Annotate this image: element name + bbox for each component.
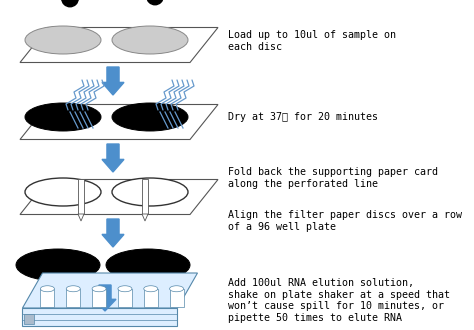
Polygon shape xyxy=(78,214,84,221)
Bar xyxy=(78,179,84,214)
Text: Load up to 10ul of sample on
each disc: Load up to 10ul of sample on each disc xyxy=(228,30,396,51)
Polygon shape xyxy=(20,105,218,140)
FancyArrow shape xyxy=(102,219,124,247)
Ellipse shape xyxy=(170,286,183,292)
Text: Align the filter paper discs over a row
of a 96 well plate: Align the filter paper discs over a row … xyxy=(228,210,462,232)
Bar xyxy=(118,289,132,307)
Text: Fold back the supporting paper card
along the perforated line: Fold back the supporting paper card alon… xyxy=(228,167,438,189)
Bar xyxy=(66,289,80,307)
Polygon shape xyxy=(142,214,148,221)
Bar xyxy=(170,289,183,307)
Ellipse shape xyxy=(92,286,106,292)
Ellipse shape xyxy=(112,178,188,206)
Bar xyxy=(92,289,106,307)
Ellipse shape xyxy=(118,286,132,292)
FancyArrow shape xyxy=(102,67,124,95)
Bar xyxy=(142,179,148,214)
Polygon shape xyxy=(20,180,218,214)
Ellipse shape xyxy=(25,26,101,54)
FancyArrow shape xyxy=(102,144,124,172)
Ellipse shape xyxy=(112,26,188,54)
Polygon shape xyxy=(22,273,198,308)
Ellipse shape xyxy=(40,286,55,292)
Ellipse shape xyxy=(106,249,190,281)
Polygon shape xyxy=(22,308,177,326)
Bar xyxy=(144,289,158,307)
Ellipse shape xyxy=(25,103,101,131)
Ellipse shape xyxy=(66,286,80,292)
Ellipse shape xyxy=(25,178,101,206)
FancyArrow shape xyxy=(94,285,116,311)
Bar xyxy=(25,314,35,324)
Circle shape xyxy=(62,0,78,7)
Bar xyxy=(40,289,55,307)
Ellipse shape xyxy=(16,249,100,281)
Circle shape xyxy=(147,0,163,5)
Ellipse shape xyxy=(112,103,188,131)
Text: Add 100ul RNA elution solution,
shake on plate shaker at a speed that
won’t caus: Add 100ul RNA elution solution, shake on… xyxy=(228,278,450,323)
Ellipse shape xyxy=(144,286,158,292)
Text: Dry at 37℃ for 20 minutes: Dry at 37℃ for 20 minutes xyxy=(228,112,378,122)
Polygon shape xyxy=(20,27,218,62)
